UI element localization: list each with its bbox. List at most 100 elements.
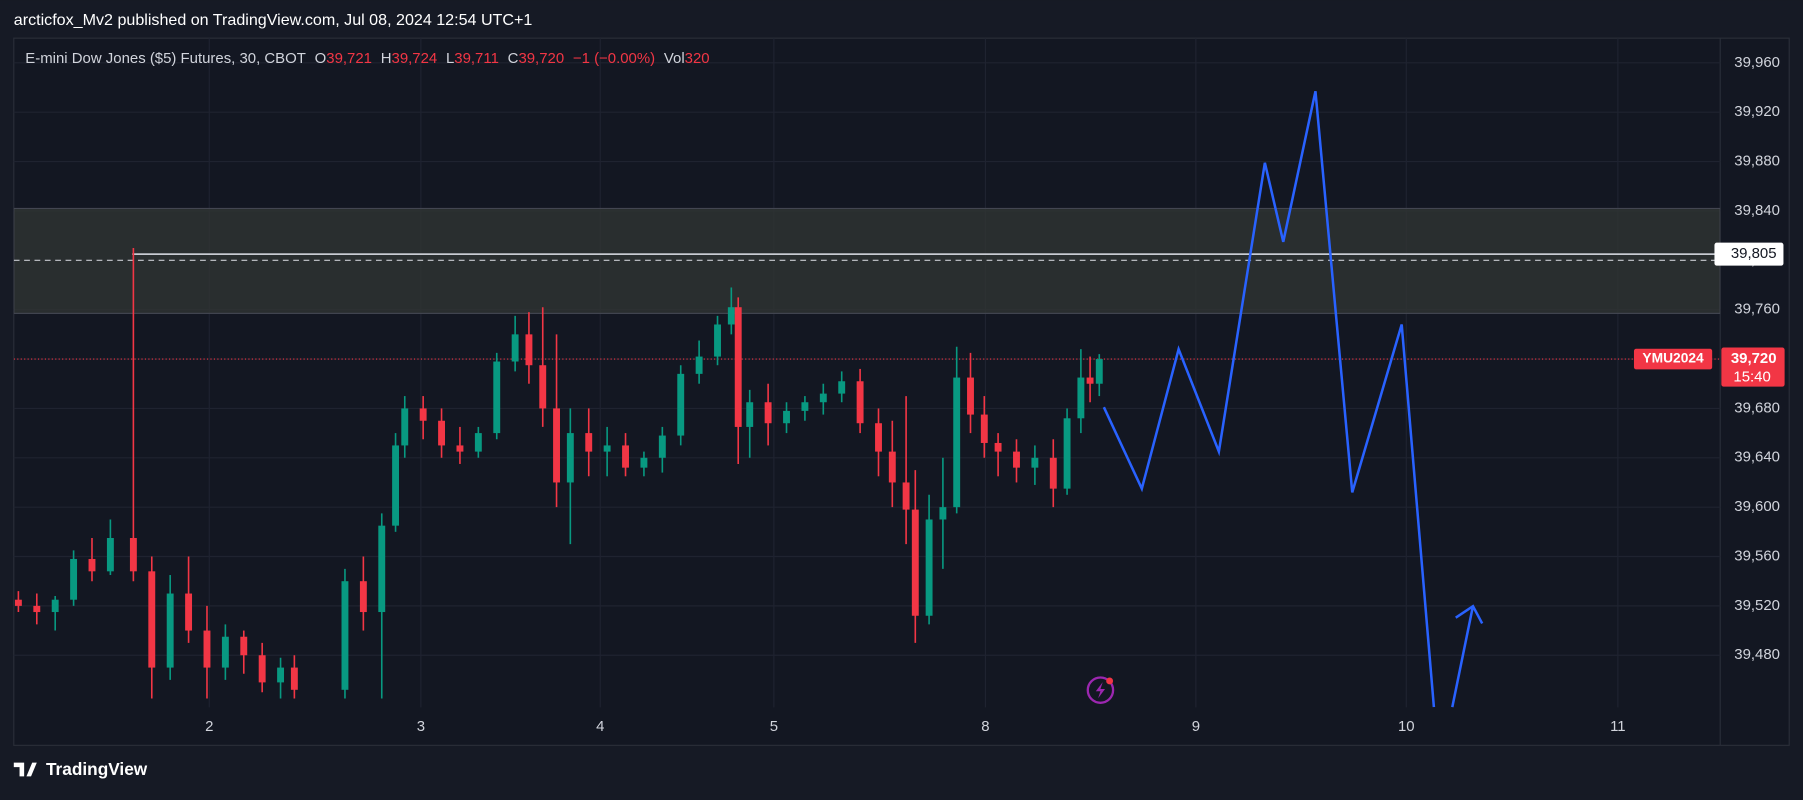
candle-body xyxy=(203,630,211,668)
legend-open: 39,721 xyxy=(326,50,372,67)
candle-body xyxy=(1086,377,1094,384)
x-tick-label: 3 xyxy=(417,718,425,735)
candle-body xyxy=(801,402,809,411)
symbol-box xyxy=(1633,348,1713,370)
logo: TradingView xyxy=(13,759,148,779)
y-tick-label: 39,680 xyxy=(1734,399,1780,416)
logo-text: TradingView xyxy=(46,759,148,779)
alert-icon[interactable] xyxy=(1086,676,1115,704)
candle-body xyxy=(911,509,919,616)
candle-body xyxy=(221,636,229,668)
candle-body xyxy=(658,435,666,458)
last-price-label: 39,720 xyxy=(1731,350,1777,367)
candle-body xyxy=(734,307,742,427)
projection xyxy=(1102,90,1484,708)
candle-body xyxy=(401,408,409,446)
candle-body xyxy=(129,537,137,572)
candle-body xyxy=(875,423,882,452)
candle-body xyxy=(378,525,386,613)
candle-body xyxy=(902,482,910,510)
legend-c: C xyxy=(508,50,519,67)
candle-body xyxy=(967,377,974,415)
candle-body xyxy=(277,667,285,683)
candle-body xyxy=(392,445,400,526)
candle-body xyxy=(714,324,721,357)
candle-body xyxy=(474,433,482,452)
candle-body xyxy=(695,356,703,374)
legend: E-mini Dow Jones ($5) Futures, 30, CBOT … xyxy=(25,50,709,67)
candle-body xyxy=(727,307,735,325)
candle-body xyxy=(994,442,1002,452)
candle-body xyxy=(622,445,629,468)
candle-body xyxy=(640,457,648,468)
candle-body xyxy=(980,414,988,443)
y-tick-label: 39,480 xyxy=(1734,646,1780,663)
candle-body xyxy=(341,581,349,690)
candle-body xyxy=(838,381,846,394)
candle-body xyxy=(746,402,754,427)
candle-body xyxy=(166,593,174,668)
candle-body xyxy=(1077,377,1085,419)
candle-body xyxy=(1031,457,1039,468)
y-tick-label: 39,760 xyxy=(1734,301,1780,318)
x-tick-label: 11 xyxy=(1610,718,1626,735)
candle-body xyxy=(240,636,248,656)
candle-body xyxy=(1095,359,1103,384)
legend-o: O xyxy=(315,50,327,67)
y-tick-label: 39,640 xyxy=(1734,449,1780,466)
candle-body xyxy=(566,433,574,483)
publisher: arcticfox_Mv2 published on TradingView.c… xyxy=(14,11,533,29)
x-tick-label: 9 xyxy=(1192,718,1200,735)
candle-body xyxy=(1013,451,1020,468)
alert-ring xyxy=(1086,676,1115,704)
candle-body xyxy=(585,433,593,452)
plot-frame xyxy=(13,37,1790,746)
candle-body xyxy=(419,408,427,421)
candle-body xyxy=(1063,418,1071,489)
candle-body xyxy=(14,599,22,606)
x-tick-label: 5 xyxy=(770,718,778,735)
candle-body xyxy=(525,334,533,366)
y-tick-label: 39,920 xyxy=(1734,103,1780,120)
legend-high: 39,724 xyxy=(392,50,438,67)
y-tick-label: 39,880 xyxy=(1734,153,1780,170)
candle-body xyxy=(148,571,156,668)
legend-volume: 320 xyxy=(685,50,710,67)
overlay xyxy=(13,207,1721,360)
y-tick-label: 39,520 xyxy=(1734,597,1780,614)
candle-body xyxy=(953,377,961,508)
y-tick-label: 39,560 xyxy=(1734,547,1780,564)
legend-symbol: E-mini Dow Jones ($5) Futures, 30, CBOT xyxy=(25,50,306,67)
candle-body xyxy=(493,361,501,434)
y-tick-label: 39,600 xyxy=(1734,498,1780,515)
candles xyxy=(14,247,1103,699)
y-tick-label: 39,840 xyxy=(1734,202,1780,219)
candle-body xyxy=(33,605,41,613)
legend-close: 39,720 xyxy=(518,50,564,67)
candle-body xyxy=(456,445,464,452)
last-price-box xyxy=(1721,347,1785,387)
projection-line xyxy=(1451,605,1475,708)
candle-body xyxy=(88,558,96,572)
level-label: 39,805 xyxy=(1731,245,1777,262)
candle-body xyxy=(1049,457,1057,489)
candle-body xyxy=(888,451,896,483)
candle-body xyxy=(185,593,193,631)
candle-body xyxy=(51,599,59,613)
candle-body xyxy=(359,581,367,613)
candle-body xyxy=(438,420,446,446)
x-tick-label: 8 xyxy=(981,718,989,735)
alert-dot xyxy=(1106,677,1114,685)
candle-body xyxy=(677,373,685,436)
x-tick-label: 10 xyxy=(1398,718,1415,735)
legend-low: 39,711 xyxy=(454,50,499,67)
legend-vol: Vol xyxy=(664,50,685,67)
alert-bolt xyxy=(1095,682,1106,699)
candle-body xyxy=(603,445,611,452)
level-label-box xyxy=(1714,242,1784,266)
symbol-label: YMU2024 xyxy=(1642,351,1704,366)
candle-body xyxy=(783,410,790,424)
countdown-label: 15:40 xyxy=(1733,368,1770,385)
